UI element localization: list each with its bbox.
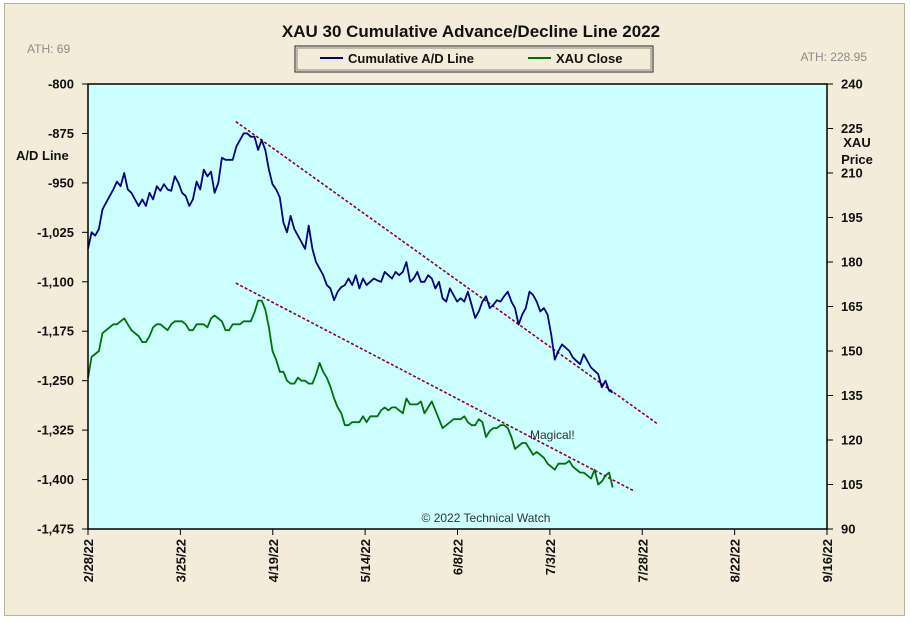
y-right-tick-label: 135 (841, 388, 863, 403)
legend-box (296, 47, 652, 71)
x-tick-label: 9/16/22 (820, 539, 835, 582)
y-right-tick-label: 195 (841, 210, 863, 225)
y-left-tick-label: -1,400 (37, 472, 74, 487)
y-left-tick-label: -1,100 (37, 274, 74, 289)
y-left-tick-label: -1,025 (37, 225, 74, 240)
y-right-tick-label: 90 (841, 522, 855, 537)
x-tick-label: 2/28/22 (81, 539, 96, 582)
ath-right: ATH: 228.95 (801, 50, 868, 64)
trendline (235, 120, 658, 425)
y-right-axis: 90 105 120 135 150 165 180 195 210 225 240 (827, 77, 863, 537)
series-xau-close (87, 299, 614, 488)
y-right-tick-label: 225 (841, 121, 863, 136)
y-right-tick-label: 180 (841, 255, 863, 270)
trendlines (235, 120, 658, 493)
plot-border (87, 83, 828, 530)
y-right-tick-label: 165 (841, 299, 863, 314)
ath-left: ATH: 69 (27, 42, 70, 56)
annotation-magical: Magical! (530, 428, 575, 442)
y-left-tick-label: -1,175 (37, 324, 74, 339)
trendline (235, 282, 636, 493)
y-left-tick-label: -1,325 (37, 423, 74, 438)
legend-label-ad: Cumulative A/D Line (348, 51, 474, 66)
y-right-tick-label: 240 (841, 77, 863, 92)
plot-area (88, 84, 827, 529)
x-axis: 2/28/22 3/25/22 4/19/22 5/14/22 6/8/22 7/3/22… (81, 529, 835, 582)
series-ad-line (87, 132, 614, 394)
y-left-tick-label: -875 (48, 126, 74, 141)
x-tick-label: 7/3/22 (543, 539, 558, 575)
x-tick-label: 7/28/22 (635, 539, 650, 582)
x-tick-label: 5/14/22 (358, 539, 373, 582)
legend-label-xau: XAU Close (556, 51, 622, 66)
y-left-tick-label: -1,475 (37, 522, 74, 537)
y-left-tick-label: -950 (48, 175, 74, 190)
y-right-tick-label: 150 (841, 344, 863, 359)
chart-title: XAU 30 Cumulative Advance/Decline Line 2… (282, 22, 660, 41)
x-tick-label: 3/25/22 (173, 539, 188, 582)
y-right-tick-label: 105 (841, 477, 863, 492)
y-right-tick-label: 120 (841, 433, 863, 448)
y-right-label-line1: XAU (843, 135, 870, 150)
y-right-tick-label: 210 (841, 166, 863, 181)
y-left-tick-label: -1,250 (37, 373, 74, 388)
series-layer (87, 132, 614, 488)
y-left-axis: -800 -875 -950 -1,025 -1,100 -1,175 -1,250 -1,3… (37, 77, 88, 537)
y-left-label: A/D Line (16, 148, 69, 163)
x-tick-label: 4/19/22 (266, 539, 281, 582)
x-tick-label: 8/22/22 (728, 539, 743, 582)
y-right-label-line2: Price (841, 152, 873, 167)
x-tick-label: 6/8/22 (451, 539, 466, 575)
copyright-text: © 2022 Technical Watch (422, 511, 551, 525)
legend: Cumulative A/D Line XAU Close (294, 45, 654, 73)
y-left-tick-label: -800 (48, 77, 74, 92)
legend-border (294, 45, 654, 73)
